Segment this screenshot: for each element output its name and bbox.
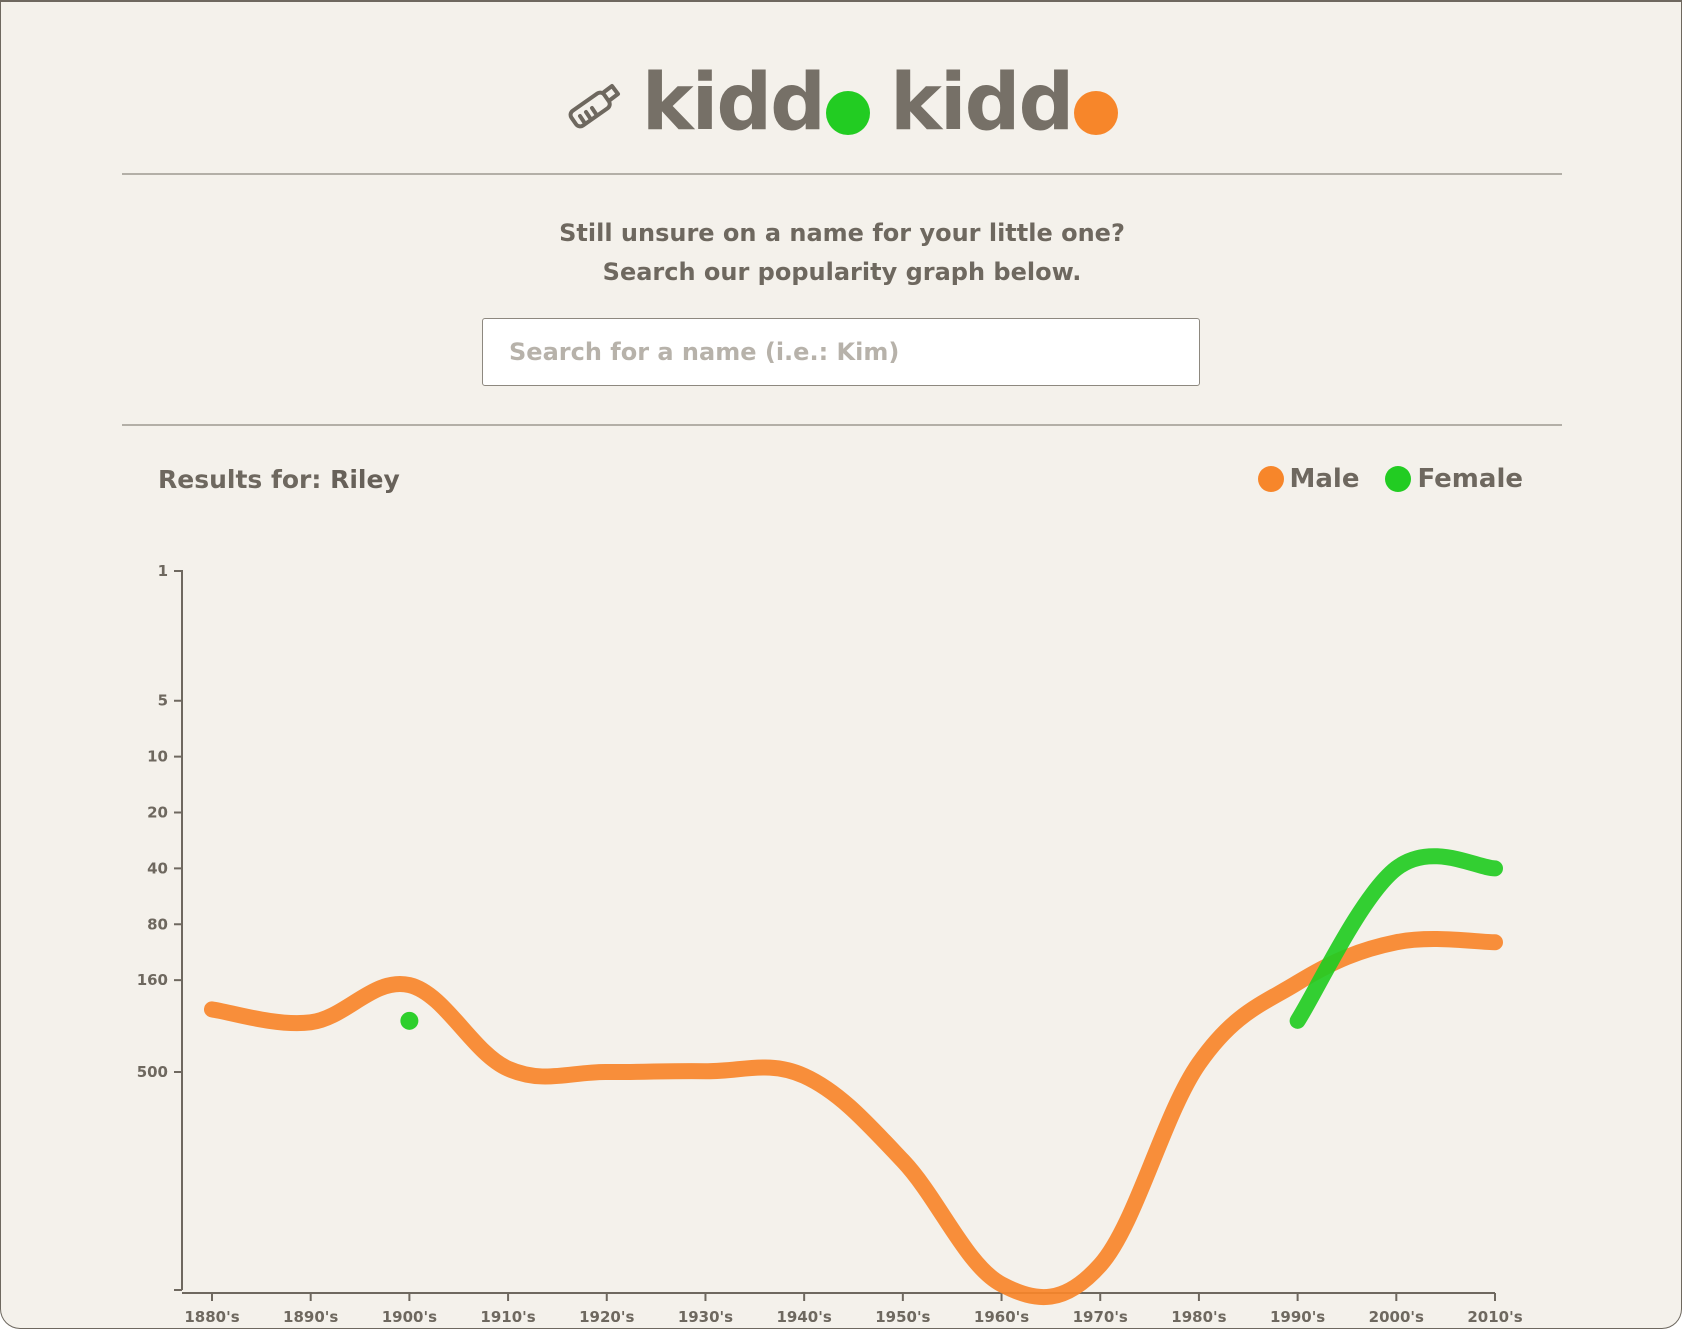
- tagline-line2: Search our popularity graph below.: [602, 258, 1082, 286]
- series-line-female-1: [1289, 848, 1503, 1029]
- x-tick-1900's: 1900's: [382, 1293, 437, 1322]
- tagline-line1: Still unsure on a name for your little o…: [559, 219, 1125, 247]
- divider-middle: [122, 424, 1562, 426]
- x-tick-1970's: 1970's: [1073, 1293, 1128, 1322]
- y-tick-label: 5: [158, 692, 168, 710]
- logo-word-left: kidd: [642, 58, 890, 148]
- x-tick-label: 1940's: [777, 1308, 832, 1322]
- y-tick-40: 40: [147, 859, 182, 877]
- x-tick-label: 1950's: [875, 1308, 930, 1322]
- logo-dot-orange: [1074, 91, 1119, 135]
- y-tick-label: 160: [137, 971, 168, 989]
- y-tick-label: 500: [137, 1063, 168, 1081]
- baby-bottle-icon: [568, 84, 620, 129]
- x-tick-2000's: 2000's: [1369, 1293, 1424, 1322]
- search-input[interactable]: [482, 318, 1200, 386]
- y-tick-label: 20: [147, 804, 168, 822]
- results-name: Riley: [330, 465, 400, 494]
- divider-top: [122, 173, 1562, 175]
- x-tick-1990's: 1990's: [1270, 1293, 1325, 1322]
- x-tick-label: 1890's: [283, 1308, 338, 1322]
- y-tick-label: 10: [147, 748, 168, 766]
- y-tick-20: 20: [147, 804, 182, 822]
- x-tick-label: 2010's: [1467, 1308, 1522, 1322]
- x-tick-label: 1910's: [480, 1308, 535, 1322]
- x-tick-label: 2000's: [1369, 1308, 1424, 1322]
- x-tick-label: 1990's: [1270, 1308, 1325, 1322]
- legend-swatch-male: [1257, 466, 1284, 492]
- x-tick-label: 1880's: [184, 1308, 239, 1322]
- x-tick-1960's: 1960's: [974, 1293, 1029, 1322]
- x-tick-1920's: 1920's: [579, 1293, 634, 1322]
- y-tick-1: 1: [158, 562, 182, 580]
- x-tick-label: 1900's: [382, 1308, 437, 1322]
- logo[interactable]: kidd kidd: [1, 58, 1681, 148]
- x-tick-label: 1960's: [974, 1308, 1029, 1322]
- results-heading: Results for: Riley: [158, 465, 400, 494]
- x-tick-1940's: 1940's: [777, 1293, 832, 1322]
- logo-word-right: kidd: [890, 58, 1119, 148]
- legend-item-female: Female: [1385, 464, 1523, 494]
- legend-label-male: Male: [1289, 464, 1360, 494]
- series-point-female: [400, 1011, 419, 1030]
- y-tick-80: 80: [147, 915, 182, 933]
- x-tick-1880's: 1880's: [184, 1293, 240, 1322]
- x-tick-1950's: 1950's: [875, 1293, 931, 1322]
- series-line-male: [204, 931, 1503, 1306]
- legend-label-female: Female: [1417, 464, 1523, 494]
- results-label: Results for:: [158, 465, 322, 494]
- legend-item-male: Male: [1257, 464, 1360, 494]
- logo-dot-green: [826, 91, 870, 135]
- popularity-chart: 1 5 10 20 40 80 160 500 1880's 1890's 1900's 1910's…: [137, 562, 1523, 1322]
- x-tick-1890's: 1890's: [283, 1293, 338, 1322]
- x-tick-1980's: 1980's: [1171, 1293, 1227, 1322]
- chart-legend: Male Female: [1232, 464, 1523, 494]
- x-tick-label: 1930's: [678, 1308, 733, 1322]
- x-tick-1910's: 1910's: [480, 1293, 536, 1322]
- y-tick-160: 160: [137, 971, 182, 989]
- x-tick-label: 1980's: [1171, 1308, 1226, 1322]
- x-tick-2010's: 2010's: [1467, 1293, 1523, 1322]
- y-tick-5: 5: [158, 692, 182, 710]
- y-tick-label: 40: [147, 859, 168, 877]
- y-tick-500: 500: [137, 1063, 182, 1081]
- x-tick-label: 1970's: [1073, 1308, 1128, 1322]
- legend-swatch-female: [1385, 466, 1412, 492]
- y-tick-label: 1: [158, 562, 168, 580]
- x-tick-label: 1920's: [579, 1308, 634, 1322]
- x-tick-1930's: 1930's: [678, 1293, 733, 1322]
- y-tick-10: 10: [147, 748, 182, 766]
- y-tick-label: 80: [147, 915, 168, 933]
